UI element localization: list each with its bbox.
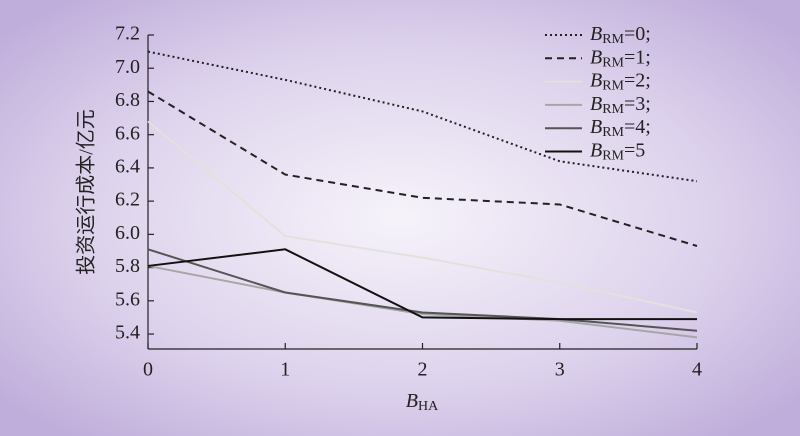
x-axis-label: BHA	[406, 390, 439, 415]
legend-label: BRM=0;	[590, 23, 651, 48]
y-tick-label: 6.4	[115, 156, 140, 178]
y-tick-label: 7.0	[115, 56, 140, 78]
x-tick-label: 3	[555, 359, 565, 381]
y-tick-label: 6.2	[115, 189, 140, 211]
y-tick-label: 6.6	[115, 122, 140, 144]
y-tick-label: 5.4	[115, 322, 140, 344]
legend-label: BRM=1;	[590, 46, 651, 71]
legend-label: BRM=3;	[590, 92, 651, 117]
legend-label: BRM=4;	[590, 116, 651, 141]
series-line	[147, 120, 698, 314]
x-tick-label: 4	[692, 359, 702, 381]
series-line	[147, 90, 698, 247]
y-axis-label: 投资运行成本/亿元	[75, 109, 98, 275]
legend-label: BRM=2;	[590, 69, 651, 94]
series-line	[147, 248, 698, 332]
series-line	[147, 50, 698, 183]
y-tick-label: 5.6	[115, 288, 140, 310]
series-line	[147, 264, 698, 339]
legend-label: BRM=5	[590, 139, 645, 164]
x-tick-label: 0	[143, 359, 153, 381]
series-line	[147, 248, 697, 321]
y-tick-label: 5.8	[115, 255, 140, 277]
y-tick-label: 6.0	[115, 222, 140, 244]
y-tick-label: 7.2	[115, 23, 140, 45]
x-tick-label: 1	[280, 359, 290, 381]
x-tick-label: 2	[418, 359, 428, 381]
y-tick-label: 6.8	[115, 89, 140, 111]
